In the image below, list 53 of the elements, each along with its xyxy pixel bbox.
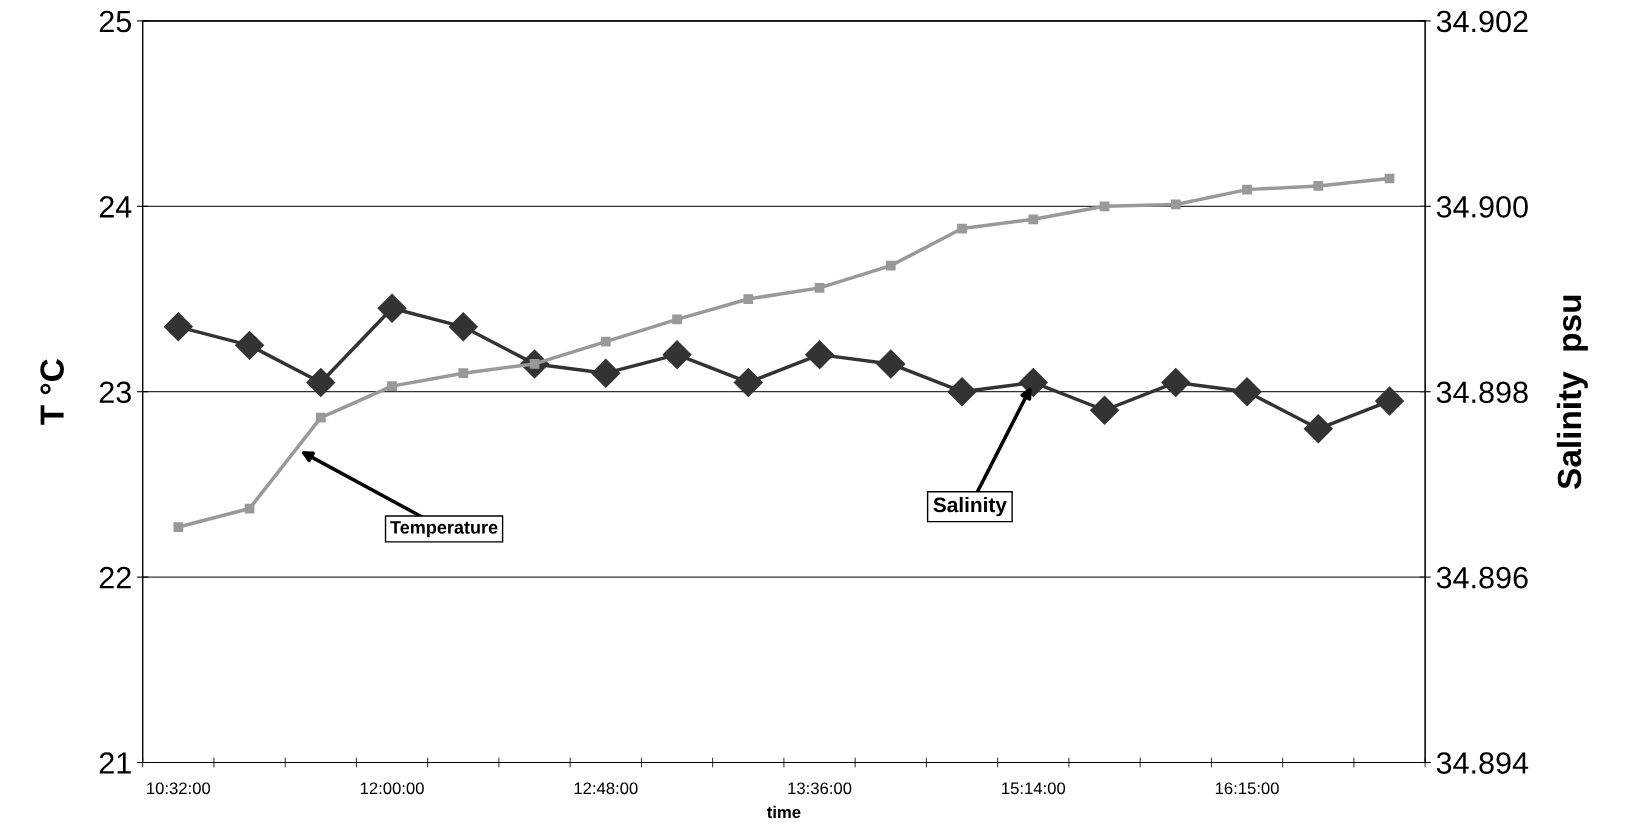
point <box>1375 386 1404 416</box>
point <box>1018 368 1048 397</box>
point <box>1099 201 1110 212</box>
point <box>163 312 193 342</box>
point <box>1242 184 1252 195</box>
y2-tick-label: 34.896 <box>1436 566 1528 589</box>
point <box>672 314 682 325</box>
x-tick-label: 12:00:00 <box>360 782 424 795</box>
point <box>1170 199 1181 210</box>
x-axis-title: time <box>766 805 801 819</box>
annotation: Temperature <box>390 521 498 538</box>
point <box>947 377 977 407</box>
x-tick-label: 10:32:00 <box>147 782 211 795</box>
x-tick-label: 13:36:00 <box>788 782 852 795</box>
x-tick-label: 15:14:00 <box>1002 782 1066 795</box>
annotation: Salinity <box>933 496 1007 517</box>
point <box>805 340 834 370</box>
point <box>743 294 754 304</box>
point <box>600 336 611 347</box>
y2-axis-title: Salinity psu <box>1556 295 1588 489</box>
point <box>733 368 763 397</box>
y-tick-label: 24 <box>99 196 132 218</box>
y-tick-label: 22 <box>99 566 131 589</box>
x-tick-label: 16:15:00 <box>1215 782 1279 795</box>
point <box>1028 214 1039 225</box>
point <box>306 368 336 397</box>
point <box>448 312 478 342</box>
point <box>1232 377 1262 407</box>
point <box>957 223 967 234</box>
y2-tick-label: 34.898 <box>1436 381 1528 404</box>
y-axis-title: T °C <box>40 359 64 425</box>
point <box>662 340 692 370</box>
point <box>387 381 397 392</box>
point <box>1090 395 1119 425</box>
y2-tick-label: 34.894 <box>1436 752 1529 774</box>
y2-tick-label: 34.900 <box>1436 196 1528 218</box>
point <box>377 293 407 323</box>
y-tick-label: 25 <box>99 10 131 33</box>
point <box>315 412 326 423</box>
point <box>1303 414 1333 444</box>
x-tick-label: 12:48:00 <box>574 782 638 795</box>
y2-tick-label: 34.902 <box>1436 10 1528 33</box>
y-tick-label: 21 <box>99 752 131 774</box>
point <box>1313 181 1324 191</box>
point <box>876 349 906 379</box>
point <box>591 358 621 388</box>
point <box>458 368 469 379</box>
point <box>173 522 184 532</box>
point <box>1161 368 1191 397</box>
y-tick-label: 23 <box>99 381 131 404</box>
point <box>814 283 825 293</box>
point <box>885 260 896 271</box>
point <box>235 330 264 360</box>
